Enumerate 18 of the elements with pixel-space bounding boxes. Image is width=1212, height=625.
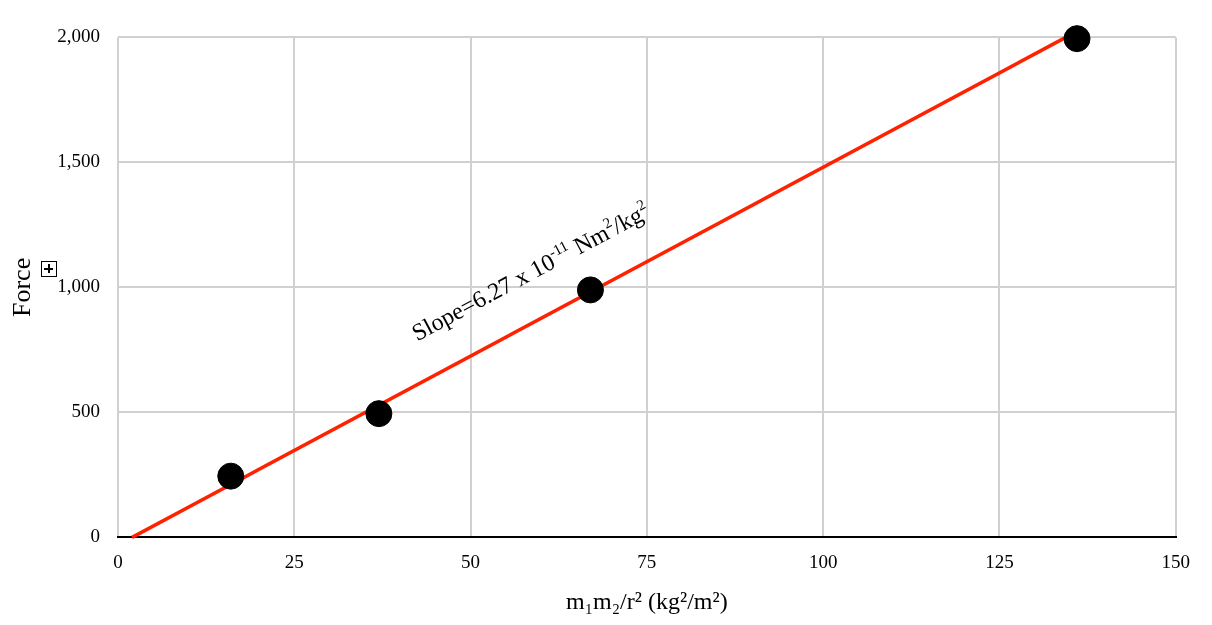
y-tick-label: 1,500 [57,150,100,172]
x-tick-label: 150 [1161,550,1190,572]
y-tick-label: 500 [71,400,100,422]
point [576,276,604,304]
y-tick-label: 2,000 [57,25,100,47]
point [1063,25,1091,53]
x-tick-label: 25 [284,550,304,572]
y-axis-title: Force [7,257,37,317]
y-tick-label: 0 [90,525,100,547]
point [217,462,245,490]
point [365,400,393,428]
y-tick-label: 1,000 [57,275,100,297]
x-tick-label: 125 [985,550,1014,572]
x-tick-label: 0 [113,550,123,572]
x-axis-title: m₁m₂/r² (kg²/m²) [566,587,728,614]
x-tick-label: 75 [637,550,657,572]
x-tick-label: 50 [461,550,481,572]
x-tick-label: 100 [808,550,838,572]
